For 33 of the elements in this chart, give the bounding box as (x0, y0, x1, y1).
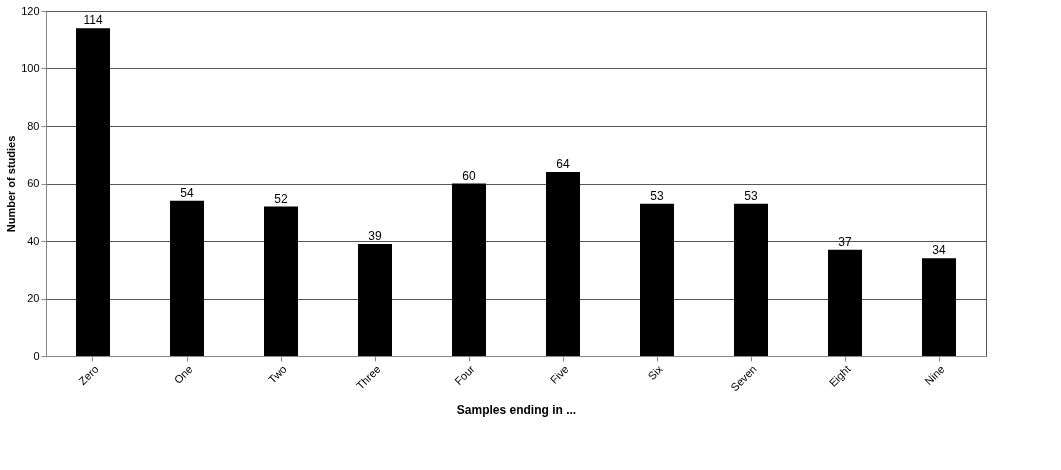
bar (828, 249, 862, 356)
y-tick-label: 20 (27, 292, 40, 304)
y-tick-label: 40 (27, 234, 40, 247)
x-tick-label: Two (266, 362, 289, 386)
y-tick-label: 60 (27, 177, 40, 189)
y-tick-label: 80 (27, 119, 40, 132)
data-label: 52 (274, 191, 288, 206)
x-tick-label: One (171, 362, 195, 386)
data-label: 39 (368, 228, 382, 243)
x-axis-title: Samples ending in ... (456, 403, 577, 418)
data-label: 53 (650, 188, 664, 203)
data-label: 60 (462, 168, 476, 183)
y-tick-label: 120 (21, 4, 40, 17)
y-tick-label: 0 (33, 349, 40, 362)
bar (358, 243, 392, 356)
bar (734, 203, 768, 356)
bar (546, 172, 580, 356)
bar (452, 183, 486, 356)
data-label: 114 (83, 13, 103, 28)
bar (170, 200, 204, 356)
x-tick-label: Six (645, 362, 666, 383)
data-label: 64 (556, 157, 570, 171)
bar (640, 203, 674, 356)
x-tick-label: Five (547, 362, 571, 386)
y-tick-label: 100 (21, 62, 40, 74)
bar (922, 258, 956, 356)
x-tick-label: Nine (922, 362, 947, 388)
bar (264, 206, 298, 356)
data-label: 34 (932, 243, 946, 258)
data-label: 54 (180, 185, 194, 200)
bar (76, 28, 110, 356)
data-label: 53 (744, 188, 758, 203)
y-axis-title: Number of studies (5, 135, 18, 233)
